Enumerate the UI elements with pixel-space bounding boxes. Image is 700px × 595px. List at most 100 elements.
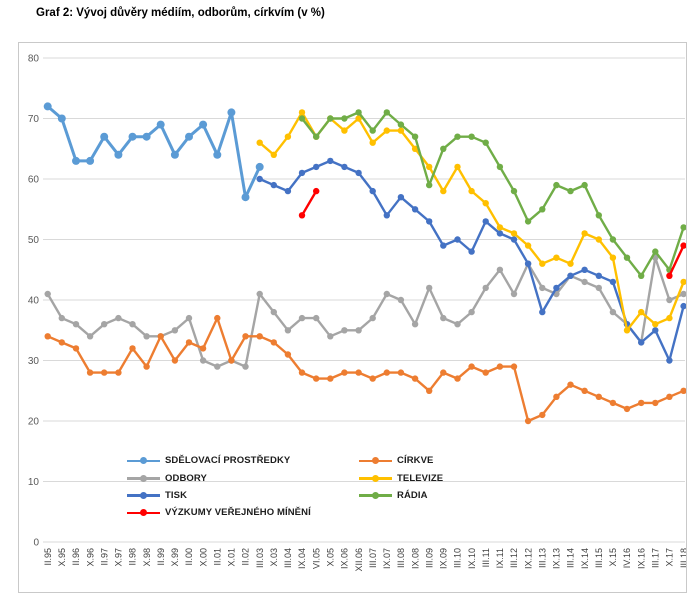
series-rádia-point — [638, 272, 645, 279]
series-rádia-point — [327, 115, 334, 122]
series-odbory-point — [298, 314, 306, 322]
series-církve-point — [185, 339, 193, 346]
x-tick-label: X.17 — [665, 548, 675, 567]
legend-item-vyzkumy-verejneho-mineni: VÝZKUMY VEŘEJNÉHO MÍNĚNÍ — [127, 504, 311, 521]
series-televize-point — [397, 127, 405, 134]
series-televize-point — [270, 151, 277, 158]
series-televize-point — [341, 127, 348, 134]
series-tisk-point — [595, 272, 602, 279]
series-rádia-point — [680, 224, 686, 231]
series-církve-point — [214, 314, 221, 322]
series-rádia-point — [468, 133, 475, 140]
x-tick-label: III.13 — [537, 548, 547, 568]
x-tick-label: X.05 — [326, 548, 336, 567]
series-církve-point — [468, 363, 475, 370]
x-tick-label: X.97 — [114, 548, 124, 567]
y-tick-label: 80 — [28, 54, 40, 65]
series-televize-point — [482, 200, 489, 207]
series-rádia-point — [411, 133, 419, 140]
series-odbory-point — [397, 296, 405, 304]
series-sdělovací-prostředky-point — [43, 102, 52, 111]
series-odbory-point — [355, 327, 362, 334]
series-rádia-point — [426, 181, 433, 189]
x-tick-label: X.00 — [198, 548, 208, 567]
series-televize-point — [581, 230, 588, 237]
y-tick-label: 0 — [33, 538, 39, 549]
series-televize-point — [284, 133, 292, 140]
x-tick-label: VI.05 — [311, 548, 321, 569]
series-televize-point — [256, 139, 263, 146]
x-tick-label: IX.09 — [439, 548, 449, 569]
series-odbory-point — [426, 284, 433, 292]
series-odbory-point — [185, 314, 193, 322]
series-církve-point — [426, 387, 433, 394]
series-tisk-point — [298, 169, 306, 177]
y-tick-label: 20 — [28, 417, 40, 428]
series-rádia-point — [383, 109, 390, 116]
legend-marker-line-dot-icon — [127, 457, 160, 465]
legend-marker-line-dot-icon — [127, 474, 160, 482]
series-odbory-point — [58, 314, 65, 322]
chart-canvas: 0 10 20 30 40 50 60 70 80 II.95 X.95 II.96 X.96 II.97… — [28, 54, 686, 572]
series-televize-point — [553, 254, 560, 261]
series-televize-point — [355, 115, 362, 122]
series-televize-point — [496, 224, 504, 231]
y-tick-label: 70 — [28, 114, 40, 125]
legend-label: TELEVIZE — [397, 472, 444, 484]
legend-label: TISK — [165, 489, 188, 501]
series-tisk-point — [355, 169, 362, 177]
series-tisk-point — [482, 218, 489, 225]
series-církve-point — [539, 411, 546, 419]
series-sdělovací-prostředky-point — [227, 108, 236, 117]
series-tisk-point — [383, 212, 390, 219]
legend-item-televize: TELEVIZE — [359, 469, 443, 486]
series-televize-point — [411, 145, 419, 152]
x-tick-label: IX.04 — [297, 548, 307, 569]
series-církve-point — [638, 399, 645, 407]
legend-marker-line-dot-icon — [359, 491, 392, 499]
series-církve-point — [86, 369, 94, 376]
series-církve-point — [623, 405, 631, 413]
series-televize-point — [666, 314, 673, 322]
x-tick-label: III.03 — [255, 548, 265, 568]
series-odbory-point — [383, 290, 390, 298]
series-odbory-point — [101, 321, 108, 328]
x-tick-label: III.14 — [566, 548, 576, 568]
series-církve-point — [242, 333, 249, 340]
series-odbory-point — [341, 327, 348, 334]
series-odbory-point — [270, 308, 277, 316]
series-tisk-point — [454, 236, 461, 243]
series-sdělovací-prostředky-point — [100, 132, 109, 141]
series-církve-point — [313, 375, 320, 382]
series-televize-point — [638, 308, 645, 316]
series-rádia-point — [539, 206, 546, 213]
x-tick-label: III.07 — [368, 548, 378, 568]
series-církve-point — [129, 345, 136, 352]
series-církve-point — [58, 339, 65, 346]
series-rádia-point — [454, 133, 461, 140]
series-církve-point — [143, 363, 150, 370]
x-tick-label: X.95 — [57, 548, 67, 567]
series-televize-point — [567, 260, 574, 267]
x-tick-label: III.10 — [453, 548, 463, 568]
chart-plot-area: 0 10 20 30 40 50 60 70 80 II.95 X.95 II.96 X.96 II.97… — [18, 42, 687, 593]
series-rádia-point — [609, 236, 617, 243]
legend-marker-line-dot-icon — [359, 457, 392, 465]
series-sdělovací-prostředky-point — [241, 193, 250, 202]
series-rádia-point — [482, 139, 489, 146]
series-televize-point — [680, 278, 686, 286]
series-odbory-line — [46, 256, 685, 368]
series-církve-point — [298, 369, 306, 376]
series-odbory-point — [595, 284, 602, 292]
series-církve-point — [270, 339, 277, 346]
series-tisk-point — [496, 230, 504, 237]
series-tisk-point — [609, 278, 617, 286]
series-rádia-point — [496, 163, 504, 171]
series-televize-point — [454, 163, 461, 171]
series-církve-point — [369, 375, 376, 382]
x-tick-label: X.01 — [227, 548, 237, 567]
series-církve-point — [228, 357, 235, 364]
x-tick-label: X.96 — [85, 548, 95, 567]
legend-label: VÝZKUMY VEŘEJNÉHO MÍNĚNÍ — [165, 507, 311, 519]
x-tick-label: III.09 — [424, 548, 434, 568]
